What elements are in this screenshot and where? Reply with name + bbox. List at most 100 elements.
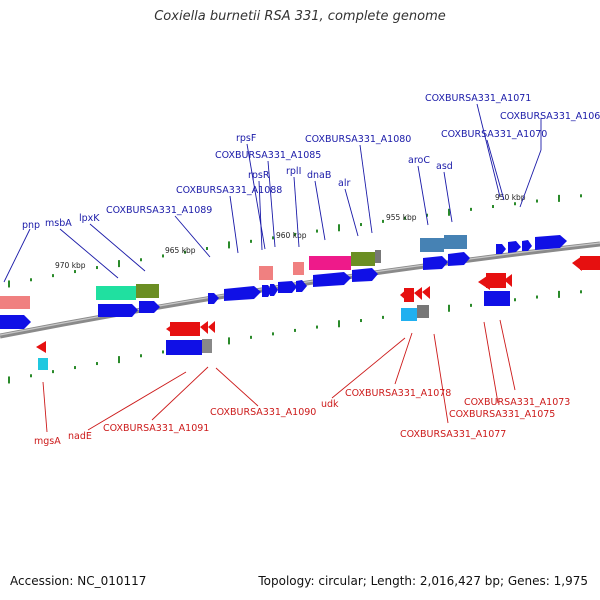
gene-label-pnp[interactable]: pnp — [22, 220, 40, 231]
gene-label-asd[interactable]: asd — [436, 161, 453, 172]
scale-tick-mark — [316, 229, 318, 233]
scale-tick-mark — [514, 202, 516, 206]
gene-label-aroc[interactable]: aroC — [408, 155, 430, 166]
reverse-callout-lines — [42, 319, 516, 433]
scale-tick-mark — [294, 328, 296, 332]
scale-tick-mark — [294, 232, 296, 236]
gene-arrow — [572, 256, 582, 271]
gene-arrow — [262, 285, 272, 297]
gene-block — [166, 340, 202, 355]
scale-tick-mark — [448, 304, 450, 312]
gene-arrow — [200, 321, 208, 334]
scale-tick-mark — [118, 260, 120, 268]
genome-summary-text: Topology: circular; Length: 2,016,427 bp… — [258, 574, 588, 588]
scale-tick-mark — [52, 370, 54, 374]
gene-arrow — [98, 304, 138, 317]
tick-row-upper — [8, 194, 582, 288]
scale-tick-mark — [30, 374, 32, 378]
gene-block — [420, 238, 444, 252]
gene-arrow — [208, 293, 219, 304]
gene-label-a1091[interactable]: COXBURSA331_A1091 — [103, 423, 209, 434]
gene-arrow — [224, 286, 261, 301]
scale-tick-mark — [580, 290, 582, 294]
gene-block — [136, 284, 159, 298]
scale-tick-mark — [74, 270, 76, 274]
scale-tick-mark — [470, 303, 472, 307]
reverse-strand-lower-genes — [36, 286, 510, 370]
gene-label-a1075[interactable]: COXBURSA331_A1075 — [449, 409, 555, 420]
scale-tick-mark — [206, 247, 208, 251]
gene-label-alr[interactable]: alr — [338, 178, 350, 189]
gene-arrow — [535, 235, 567, 250]
gene-label-a1071[interactable]: COXBURSA331_A1071 — [425, 93, 531, 104]
gene-label-a1073[interactable]: COXBURSA331_A1073 — [464, 397, 570, 408]
gene-arrow — [270, 284, 278, 296]
gene-label-a1085[interactable]: COXBURSA331_A1085 — [215, 150, 321, 161]
scale-tick-mark — [382, 219, 384, 223]
gene-arrow — [423, 256, 448, 270]
scale-tick-mark — [184, 250, 186, 254]
gene-label-a1069[interactable]: COXBURSA331_A1069 — [500, 111, 600, 122]
scale-tick-mark — [74, 366, 76, 370]
gene-block — [259, 266, 273, 280]
scale-tick-mark — [250, 335, 252, 339]
gene-label-udk[interactable]: udk — [321, 399, 339, 410]
gene-block — [0, 296, 30, 309]
gene-block — [293, 262, 304, 275]
gene-block — [444, 235, 467, 249]
scale-tick-mark — [360, 319, 362, 323]
scale-tick-mark — [558, 194, 560, 202]
gene-block — [375, 250, 381, 263]
scale-tick-mark — [228, 241, 230, 249]
gene-block — [351, 252, 375, 266]
gene-label-lpxk[interactable]: lpxK — [79, 213, 100, 224]
scale-tick-label: 965 kbp — [165, 246, 196, 255]
scale-tick-mark — [52, 274, 54, 278]
gene-arrow — [422, 286, 430, 299]
scale-tick-mark — [250, 239, 252, 243]
gene-block — [486, 273, 506, 288]
gene-label-a1089[interactable]: COXBURSA331_A1089 — [106, 205, 212, 216]
scale-tick-mark — [8, 280, 10, 288]
scale-tick-mark — [426, 213, 428, 217]
forward-labels: pnp msbA lpxK COXBURSA331_A1089 COXBURSA… — [22, 93, 600, 231]
gene-label-nade[interactable]: nadE — [68, 431, 92, 442]
scale-tick-mark — [470, 207, 472, 211]
gene-label-rpsr[interactable]: rpsR — [248, 170, 270, 181]
gene-label-a1080[interactable]: COXBURSA331_A1080 — [305, 134, 411, 145]
gene-label-a1078[interactable]: COXBURSA331_A1078 — [345, 388, 451, 399]
genome-map: 970 kbp 965 kbp 960 kbp 955 kbp 950 kbp — [0, 93, 600, 447]
gene-block — [309, 256, 351, 270]
gene-label-a1077[interactable]: COXBURSA331_A1077 — [400, 429, 506, 440]
gene-label-a1090[interactable]: COXBURSA331_A1090 — [210, 407, 316, 418]
scale-tick-label: 955 kbp — [386, 213, 417, 222]
scale-tick-mark — [492, 205, 494, 209]
gene-arrow — [504, 274, 512, 287]
scale-tick-mark — [140, 354, 142, 358]
gene-arrow — [278, 281, 297, 293]
gene-label-mgsa[interactable]: mgsA — [34, 436, 61, 447]
scale-tick-label: 960 kbp — [276, 231, 307, 240]
scale-tick-mark — [536, 295, 538, 299]
gene-arrow — [522, 240, 532, 251]
gene-block — [202, 339, 212, 353]
gene-arrow — [36, 341, 46, 353]
scale-tick-mark — [514, 298, 516, 302]
gene-label-a1070[interactable]: COXBURSA331_A1070 — [441, 129, 547, 140]
gene-block — [484, 291, 510, 306]
accession-text: Accession: NC_010117 — [10, 574, 147, 588]
gene-label-rpsf[interactable]: rpsF — [236, 133, 256, 144]
gene-label-a1088[interactable]: COXBURSA331_A1088 — [176, 185, 282, 196]
gene-block — [404, 288, 414, 302]
scale-tick-mark — [96, 266, 98, 270]
gene-label-msba[interactable]: msbA — [45, 218, 72, 229]
scale-tick-mark — [8, 376, 10, 384]
gene-label-dnab[interactable]: dnaB — [307, 170, 331, 181]
scale-tick-mark — [140, 258, 142, 262]
scale-tick-mark — [404, 216, 406, 220]
gene-block — [580, 256, 600, 270]
gene-arrow — [508, 241, 521, 253]
gene-label-rpli[interactable]: rplI — [286, 166, 301, 177]
scale-tick-mark — [448, 208, 450, 216]
scale-tick-mark — [162, 350, 164, 354]
